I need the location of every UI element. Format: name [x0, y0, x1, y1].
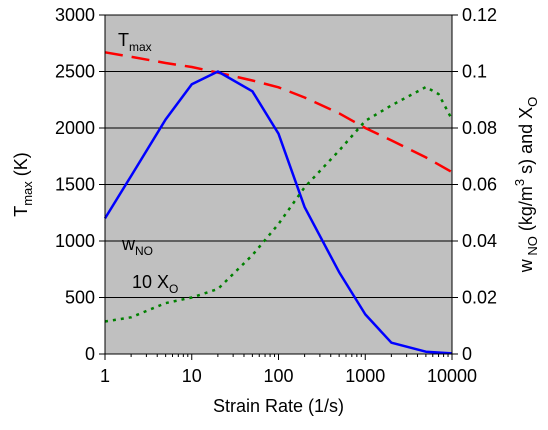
annotations-group: Tmax wNO 10 XO	[118, 30, 178, 296]
y-left-tick-label: 1000	[55, 231, 95, 251]
series-line-0	[104, 51, 453, 174]
axis-labels-group: Strain Rate (1/s) Tmax (K) w NO (kg/m3 s) …	[11, 97, 540, 416]
x-axis-label: Strain Rate (1/s)	[213, 396, 344, 416]
series-line-1	[103, 70, 453, 355]
y-right-tick-label: 0.02	[462, 288, 497, 308]
y-right-tick-label: 0.1	[462, 62, 487, 82]
x-tick-label: 10	[182, 366, 202, 386]
x-tick-label: 1	[100, 366, 110, 386]
gridlines	[105, 71, 452, 298]
annotation-2: 10 XO	[132, 272, 178, 296]
y-right-tick-label: 0.08	[462, 118, 497, 138]
series-group	[103, 51, 454, 355]
y-left-tick-label: 1500	[55, 175, 95, 195]
y-left-axis-label: Tmax (K)	[11, 152, 35, 217]
y-left-tick-label: 2500	[55, 62, 95, 82]
annotation-0: Tmax	[118, 30, 152, 54]
y-left-tick-label: 2000	[55, 118, 95, 138]
y-left-tick-label: 500	[65, 288, 95, 308]
annotation-1: wNO	[121, 234, 153, 258]
y-right-axis-label: w NO (kg/m3 s) and XO	[512, 97, 540, 274]
y-right-tick-label: 0.12	[462, 5, 497, 25]
axes-group: 0 500 1000 1500 2000 2500 3000 0 0.02 0.04 0.06 0.0…	[55, 5, 497, 386]
x-tick-label: 10000	[427, 366, 477, 386]
y-right-tick-label: 0	[462, 344, 472, 364]
y-right-tick-label: 0.04	[462, 231, 497, 251]
x-tick-label: 100	[263, 366, 293, 386]
y-right-tick-label: 0.06	[462, 175, 497, 195]
y-left-tick-label: 0	[85, 344, 95, 364]
x-tick-label: 1000	[345, 366, 385, 386]
y-left-tick-label: 3000	[55, 5, 95, 25]
